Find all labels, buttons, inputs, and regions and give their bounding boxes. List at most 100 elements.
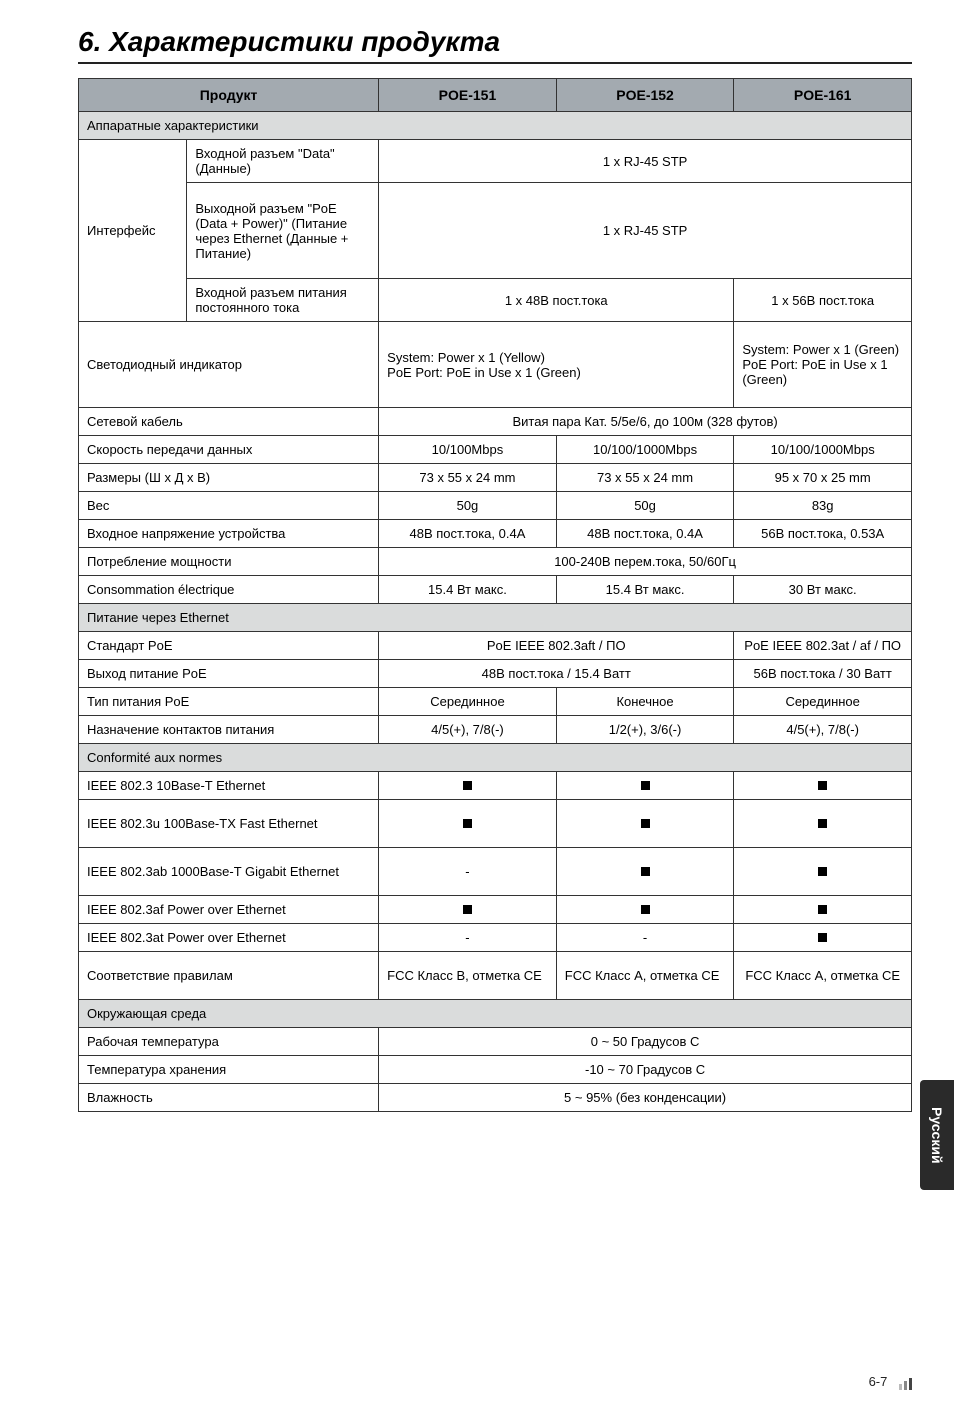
cell-reg3: FCC Класс A, отметка CE — [734, 952, 912, 1000]
cell-inV2: 48В пост.тока, 0.4A — [556, 520, 734, 548]
cell-dims: Размеры (Ш x Д x В) — [79, 464, 379, 492]
cell-cable-val: Витая пара Кат. 5/5e/6, до 100м (328 фут… — [379, 408, 912, 436]
cell-ie2-3 — [734, 800, 912, 848]
cell-ie2-1 — [379, 800, 557, 848]
cell-pins: Назначение контактов питания — [79, 716, 379, 744]
page-bars-icon — [897, 1375, 912, 1390]
cell-inV3: 56В пост.тока, 0.53A — [734, 520, 912, 548]
cell-speed2: 10/100/1000Mbps — [556, 436, 734, 464]
th-product: Продукт — [79, 79, 379, 112]
check-icon — [641, 905, 650, 914]
check-icon — [818, 819, 827, 828]
section-env: Окружающая среда — [79, 1000, 912, 1028]
cell-ie2-2 — [556, 800, 734, 848]
cell-interface-label: Интерфейс — [79, 140, 187, 322]
cell-hum: Влажность — [79, 1084, 379, 1112]
cell-inV1: 48В пост.тока, 0.4A — [379, 520, 557, 548]
check-icon — [641, 819, 650, 828]
cell-tSt-val: -10 ~ 70 Градусов C — [379, 1056, 912, 1084]
cell-weight: Вес — [79, 492, 379, 520]
cell-poe-std3: PoE IEEE 802.3at / af / ПО — [734, 632, 912, 660]
cell-ie3-2 — [556, 848, 734, 896]
cell-ie5-2: - — [556, 924, 734, 952]
cell-inV: Входное напряжение устройства — [79, 520, 379, 548]
cell-pcons-val: 100-240В перем.тока, 50/60Гц — [379, 548, 912, 576]
check-icon — [818, 905, 827, 914]
cell-led-3: System: Power x 1 (Green) PoE Port: PoE … — [734, 322, 912, 408]
cell-ptype3: Серединное — [734, 688, 912, 716]
check-icon — [818, 781, 827, 790]
check-icon — [463, 781, 472, 790]
check-icon — [818, 867, 827, 876]
page-number-text: 6-7 — [869, 1374, 888, 1389]
cell-dc-in-12: 1 x 48В пост.тока — [379, 279, 734, 322]
page-title: 6. Характеристики продукта — [78, 26, 912, 64]
cell-reg1: FCC Класс B, отметка CE — [379, 952, 557, 1000]
cell-poe-out3: 56В пост.тока / 30 Ватт — [734, 660, 912, 688]
th-poe152: POE-152 — [556, 79, 734, 112]
check-icon — [463, 819, 472, 828]
cell-dc-in-3: 1 x 56В пост.тока — [734, 279, 912, 322]
th-poe161: POE-161 — [734, 79, 912, 112]
cell-reg2: FCC Класс A, отметка CE — [556, 952, 734, 1000]
cell-weight2: 50g — [556, 492, 734, 520]
cell-pcons: Потребление мощности — [79, 548, 379, 576]
cell-ie1-2 — [556, 772, 734, 800]
cell-cel3: 30 Вт макс. — [734, 576, 912, 604]
cell-reg: Соответствие правилам — [79, 952, 379, 1000]
cell-speed1: 10/100Mbps — [379, 436, 557, 464]
cell-led-12: System: Power x 1 (Yellow) PoE Port: PoE… — [379, 322, 734, 408]
section-hardware: Аппаратные характеристики — [79, 112, 912, 140]
cell-out-conn: Выходной разъем "PoE (Data + Power)" (Пи… — [187, 183, 379, 279]
cell-poe-out12: 48В пост.тока / 15.4 Ватт — [379, 660, 734, 688]
cell-ie4-3 — [734, 896, 912, 924]
language-tab: Русский — [920, 1080, 954, 1190]
cell-cel: Consommation électrique — [79, 576, 379, 604]
cell-ie4: IEEE 802.3af Power over Ethernet — [79, 896, 379, 924]
cell-ie1-1 — [379, 772, 557, 800]
cell-ie5: IEEE 802.3at Power over Ethernet — [79, 924, 379, 952]
check-icon — [818, 933, 827, 942]
cell-ptype1: Серединное — [379, 688, 557, 716]
cell-pins3: 4/5(+), 7/8(-) — [734, 716, 912, 744]
cell-ie2: IEEE 802.3u 100Base-TX Fast Ethernet — [79, 800, 379, 848]
cell-pins2: 1/2(+), 3/6(-) — [556, 716, 734, 744]
cell-dims3: 95 x 70 x 25 mm — [734, 464, 912, 492]
cell-out-conn-val: 1 x RJ-45 STP — [379, 183, 912, 279]
cell-ptype: Тип питания PoE — [79, 688, 379, 716]
cell-cel1: 15.4 Вт макс. — [379, 576, 557, 604]
cell-tSt: Температура хранения — [79, 1056, 379, 1084]
cell-ie3-1: - — [379, 848, 557, 896]
cell-ie1-3 — [734, 772, 912, 800]
cell-in-conn: Входной разъем "Data" (Данные) — [187, 140, 379, 183]
cell-ie1: IEEE 802.3 10Base-T Ethernet — [79, 772, 379, 800]
check-icon — [641, 781, 650, 790]
cell-ie5-1: - — [379, 924, 557, 952]
cell-speed: Скорость передачи данных — [79, 436, 379, 464]
cell-led: Светодиодный индикатор — [79, 322, 379, 408]
check-icon — [463, 905, 472, 914]
cell-weight3: 83g — [734, 492, 912, 520]
cell-ptype2: Конечное — [556, 688, 734, 716]
cell-cel2: 15.4 Вт макс. — [556, 576, 734, 604]
cell-ie5-3 — [734, 924, 912, 952]
cell-weight1: 50g — [379, 492, 557, 520]
cell-pins1: 4/5(+), 7/8(-) — [379, 716, 557, 744]
cell-in-conn-val: 1 x RJ-45 STP — [379, 140, 912, 183]
cell-dims1: 73 x 55 x 24 mm — [379, 464, 557, 492]
section-poe: Питание через Ethernet — [79, 604, 912, 632]
cell-hum-val: 5 ~ 95% (без конденсации) — [379, 1084, 912, 1112]
cell-speed3: 10/100/1000Mbps — [734, 436, 912, 464]
spec-table: Продукт POE-151 POE-152 POE-161 Аппаратн… — [78, 78, 912, 1112]
cell-dims2: 73 x 55 x 24 mm — [556, 464, 734, 492]
page-number: 6-7 — [869, 1374, 912, 1390]
cell-cable: Сетевой кабель — [79, 408, 379, 436]
section-conf: Conformité aux normes — [79, 744, 912, 772]
cell-poe-std12: PoE IEEE 802.3aft / ПО — [379, 632, 734, 660]
cell-ie3: IEEE 802.3ab 1000Base-T Gigabit Ethernet — [79, 848, 379, 896]
cell-ie4-1 — [379, 896, 557, 924]
cell-poe-std: Стандарт PoE — [79, 632, 379, 660]
cell-poe-out: Выход питание PoE — [79, 660, 379, 688]
cell-ie3-3 — [734, 848, 912, 896]
th-poe151: POE-151 — [379, 79, 557, 112]
